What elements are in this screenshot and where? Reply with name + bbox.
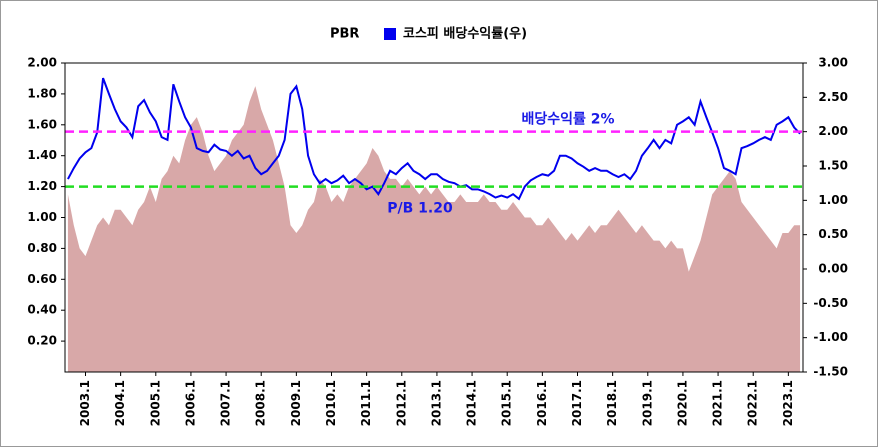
x-tick-label: 2013.1 bbox=[429, 380, 443, 426]
x-tick-label: 2015.1 bbox=[500, 380, 514, 426]
y2-tick-label: 1.50 bbox=[818, 159, 848, 173]
y2-tick-label: 1.00 bbox=[818, 193, 848, 207]
x-tick-label: 2023.1 bbox=[781, 380, 795, 426]
x-tick-label: 2009.1 bbox=[289, 380, 303, 426]
y-tick-label: 1.00 bbox=[27, 210, 57, 224]
x-tick-label: 2008.1 bbox=[254, 380, 268, 426]
y-tick-label: 0.40 bbox=[27, 303, 57, 317]
y-tick-label: 1.20 bbox=[27, 179, 57, 193]
y-tick-label: 0.80 bbox=[27, 241, 57, 255]
y-tick-label: 1.40 bbox=[27, 148, 57, 162]
x-tick-label: 2005.1 bbox=[148, 380, 162, 426]
reference-label: P/B 1.20 bbox=[387, 201, 453, 217]
y2-tick-label: 0.50 bbox=[818, 227, 848, 241]
x-tick-label: 2004.1 bbox=[113, 380, 127, 426]
legend-label: PBR bbox=[330, 27, 359, 42]
x-tick-label: 2019.1 bbox=[640, 380, 654, 426]
x-tick-label: 2010.1 bbox=[324, 380, 338, 426]
y2-tick-label: -1.00 bbox=[813, 330, 848, 344]
legend-label: 코스피 배당수익률(우) bbox=[403, 26, 527, 42]
y-tick-label: 1.80 bbox=[27, 86, 57, 100]
x-tick-label: 2014.1 bbox=[465, 380, 479, 426]
y-tick-label: 1.60 bbox=[27, 117, 57, 131]
x-tick-label: 2018.1 bbox=[605, 380, 619, 426]
legend-swatch bbox=[384, 28, 396, 40]
y2-tick-label: 3.00 bbox=[818, 56, 848, 70]
y2-tick-label: 2.00 bbox=[818, 124, 848, 138]
x-tick-label: 2022.1 bbox=[746, 380, 760, 426]
x-tick-label: 2007.1 bbox=[219, 380, 233, 426]
x-tick-label: 2017.1 bbox=[570, 380, 584, 426]
x-tick-label: 2021.1 bbox=[711, 380, 725, 426]
x-tick-label: 2003.1 bbox=[78, 380, 92, 426]
y2-tick-label: 2.50 bbox=[818, 90, 848, 104]
yield-line bbox=[67, 77, 801, 201]
reference-label: 배당수익률 2% bbox=[521, 111, 614, 128]
x-tick-label: 2012.1 bbox=[394, 380, 408, 426]
y-tick-label: 0.20 bbox=[27, 334, 57, 348]
x-tick-label: 2011.1 bbox=[359, 380, 373, 426]
y-tick-label: 2.00 bbox=[27, 56, 57, 70]
y2-tick-label: 0.00 bbox=[818, 262, 848, 276]
x-tick-label: 2016.1 bbox=[535, 380, 549, 426]
x-tick-label: 2006.1 bbox=[183, 380, 197, 426]
y2-tick-label: -0.50 bbox=[813, 296, 848, 310]
y-tick-label: 0.60 bbox=[27, 272, 57, 286]
x-tick-label: 2020.1 bbox=[675, 380, 689, 426]
y2-tick-label: -1.50 bbox=[813, 365, 848, 379]
